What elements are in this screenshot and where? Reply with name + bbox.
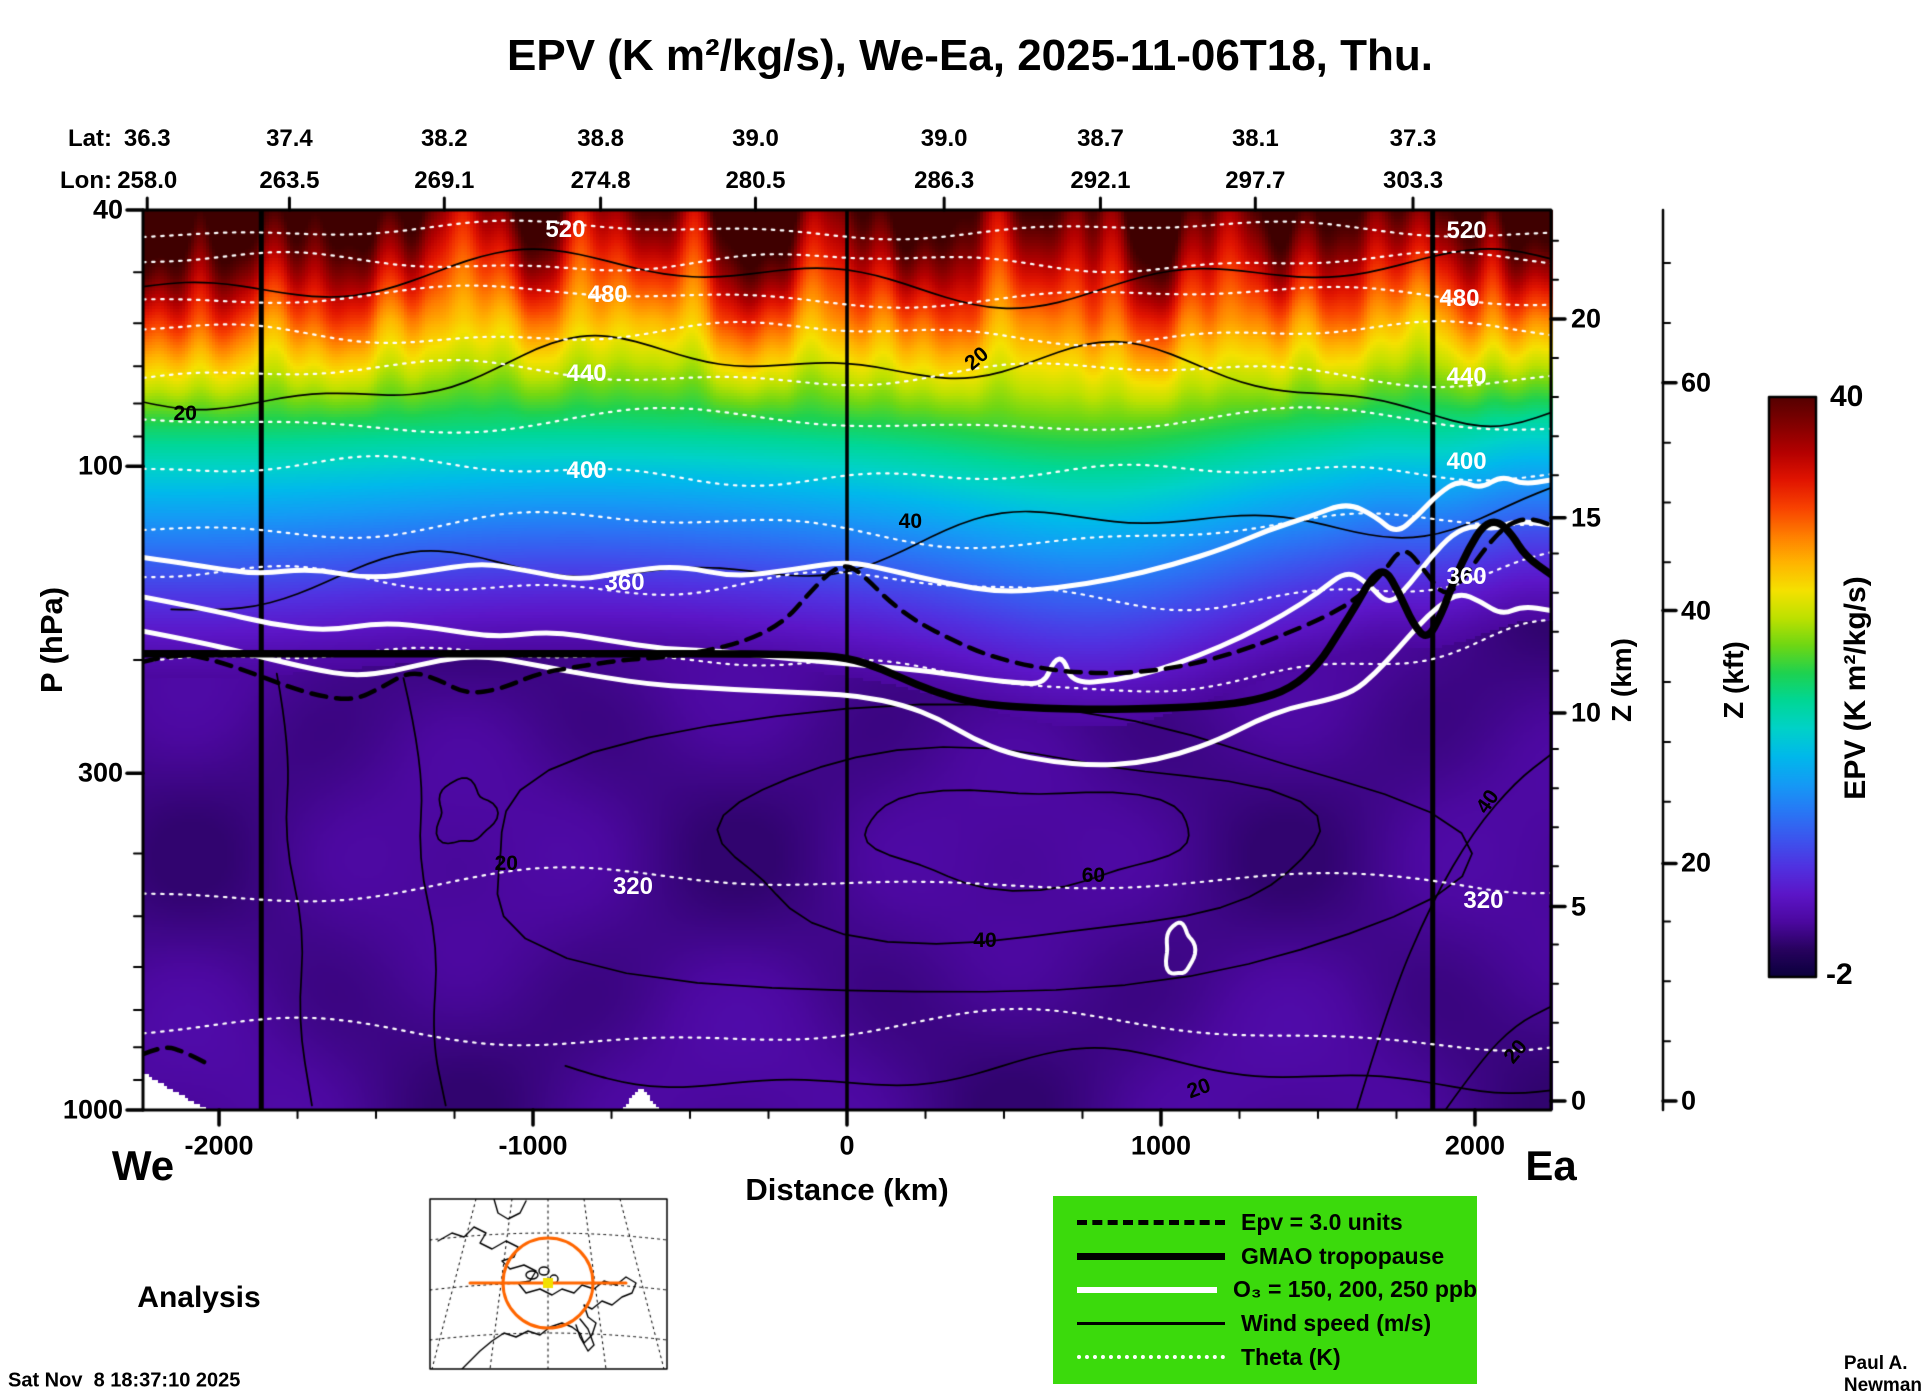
z-km-tick-label: 10 [1571, 697, 1602, 728]
wind-contour-label: 20 [959, 341, 993, 375]
theta-contour-label: 520 [1446, 216, 1487, 244]
pressure-axis-label: P (hPa) [34, 586, 69, 694]
pressure-tick-label: 300 [77, 757, 123, 788]
dashed-line-icon [1077, 1220, 1225, 1226]
lon-value: 286.3 [914, 167, 975, 194]
z-kft-tick-label: 60 [1681, 367, 1712, 398]
z-km-tick-label: 15 [1571, 502, 1602, 533]
z-km-tick-label: 5 [1571, 891, 1587, 922]
wind-contour-label: 20 [1499, 1035, 1532, 1069]
distance-tick-label: 1000 [1130, 1130, 1192, 1161]
z-km-tick-label: 20 [1571, 303, 1602, 334]
east-endpoint-label: Ea [1525, 1142, 1577, 1189]
west-endpoint-label: We [111, 1142, 175, 1189]
theta-contour-label: 400 [1446, 448, 1487, 475]
z-kft-tick-label: 20 [1681, 847, 1712, 878]
dotted-white-line-icon [1077, 1355, 1225, 1360]
lat-value: 37.3 [1389, 125, 1437, 152]
thin-black-line-icon [1077, 1322, 1225, 1326]
colorbar-label: EPV (K m²/kg/s) [1839, 576, 1872, 800]
lat-axis-label: Lat: [68, 125, 112, 152]
colorbar-min-value: -2 [1826, 958, 1853, 991]
thick-white-line-icon [1077, 1286, 1218, 1293]
legend: Epv = 3.0 units GMAO tropopause O₃ = 150… [1053, 1196, 1477, 1384]
theta-contour-label: 360 [1446, 563, 1487, 591]
wind-contour-label: 40 [898, 510, 923, 534]
theta-contour-label: 480 [587, 280, 628, 308]
z-kft-tick-label: 0 [1681, 1085, 1697, 1116]
theta-contour-label: 320 [1463, 887, 1504, 915]
legend-label: Wind speed (m/s) [1241, 1310, 1432, 1337]
legend-item-ozone: O₃ = 150, 200, 250 ppb [1077, 1275, 1477, 1305]
legend-item-wind: Wind speed (m/s) [1077, 1309, 1477, 1339]
pressure-tick-label: 1000 [62, 1094, 123, 1125]
theta-contour-label: 320 [612, 872, 653, 900]
lon-value: 297.7 [1225, 167, 1286, 194]
lat-value: 37.4 [266, 125, 313, 152]
lon-value: 269.1 [414, 167, 475, 194]
lon-value: 263.5 [259, 167, 320, 194]
theta-contour-label: 440 [566, 359, 607, 387]
lat-value: 39.0 [920, 125, 968, 152]
distance-axis-label: Distance (km) [745, 1172, 949, 1207]
legend-item-epv: Epv = 3.0 units [1077, 1208, 1477, 1238]
timestamp: Sat Nov 8 18:37:10 2025 [8, 1369, 241, 1392]
lat-value: 38.1 [1231, 125, 1279, 152]
theta-contour-label: 400 [566, 457, 607, 484]
lon-value: 303.3 [1382, 167, 1444, 194]
lon-value: 258.0 [117, 167, 178, 194]
distance-tick-label: 0 [839, 1130, 855, 1161]
legend-label: Epv = 3.0 units [1241, 1209, 1403, 1236]
analysis-label: Analysis [137, 1281, 261, 1314]
legend-label: O₃ = 150, 200, 250 ppb [1233, 1276, 1477, 1303]
pressure-tick-label: 100 [77, 450, 123, 481]
colorbar-max-value: 40 [1830, 380, 1864, 413]
lat-value: 36.3 [123, 125, 171, 152]
theta-contour-label: 520 [545, 215, 586, 243]
wind-contour-label: 20 [1183, 1074, 1214, 1104]
lat-value: 39.0 [732, 125, 779, 152]
wind-contour-label: 60 [1081, 864, 1106, 887]
theta-contour-label: 440 [1446, 363, 1487, 391]
lon-axis-label: Lon: [60, 167, 112, 194]
wind-contour-label: 20 [494, 852, 518, 876]
wind-contour-label: 40 [1471, 785, 1504, 819]
pressure-tick-label: 40 [92, 194, 123, 225]
lat-value: 38.2 [420, 125, 468, 152]
lat-value: 38.7 [1077, 125, 1124, 152]
lon-value: 274.8 [570, 167, 631, 194]
z-kft-axis-label: Z (kft) [1718, 641, 1749, 719]
credit: Paul A. Newman (NASA [1843, 1353, 1922, 1394]
map-inset [430, 1199, 667, 1369]
figure-title: EPV (K m²/kg/s), We-Ea, 2025-11-06T18, T… [507, 31, 1433, 80]
distance-tick-label: 2000 [1444, 1130, 1505, 1161]
z-kft-tick-label: 40 [1681, 595, 1712, 625]
wind-contour-label: 40 [973, 928, 997, 952]
distance-tick-label: -2000 [184, 1130, 254, 1161]
legend-label: GMAO tropopause [1241, 1242, 1445, 1269]
legend-label: Theta (K) [1241, 1343, 1341, 1370]
distance-tick-label: -1000 [498, 1130, 568, 1161]
wind-contour-label: 20 [173, 402, 197, 426]
z-km-tick-label: 0 [1571, 1085, 1587, 1116]
lon-value: 280.5 [725, 167, 786, 194]
lon-value: 292.1 [1070, 167, 1131, 194]
z-km-axis-label: Z (km) [1606, 638, 1637, 722]
legend-item-theta: Theta (K) [1077, 1342, 1477, 1372]
lat-value: 38.8 [577, 125, 624, 152]
legend-item-tropopause: GMAO tropopause [1077, 1241, 1477, 1271]
thick-black-line-icon [1077, 1252, 1225, 1260]
theta-contour-label: 480 [1439, 285, 1480, 313]
theta-contour-label: 360 [604, 568, 645, 596]
